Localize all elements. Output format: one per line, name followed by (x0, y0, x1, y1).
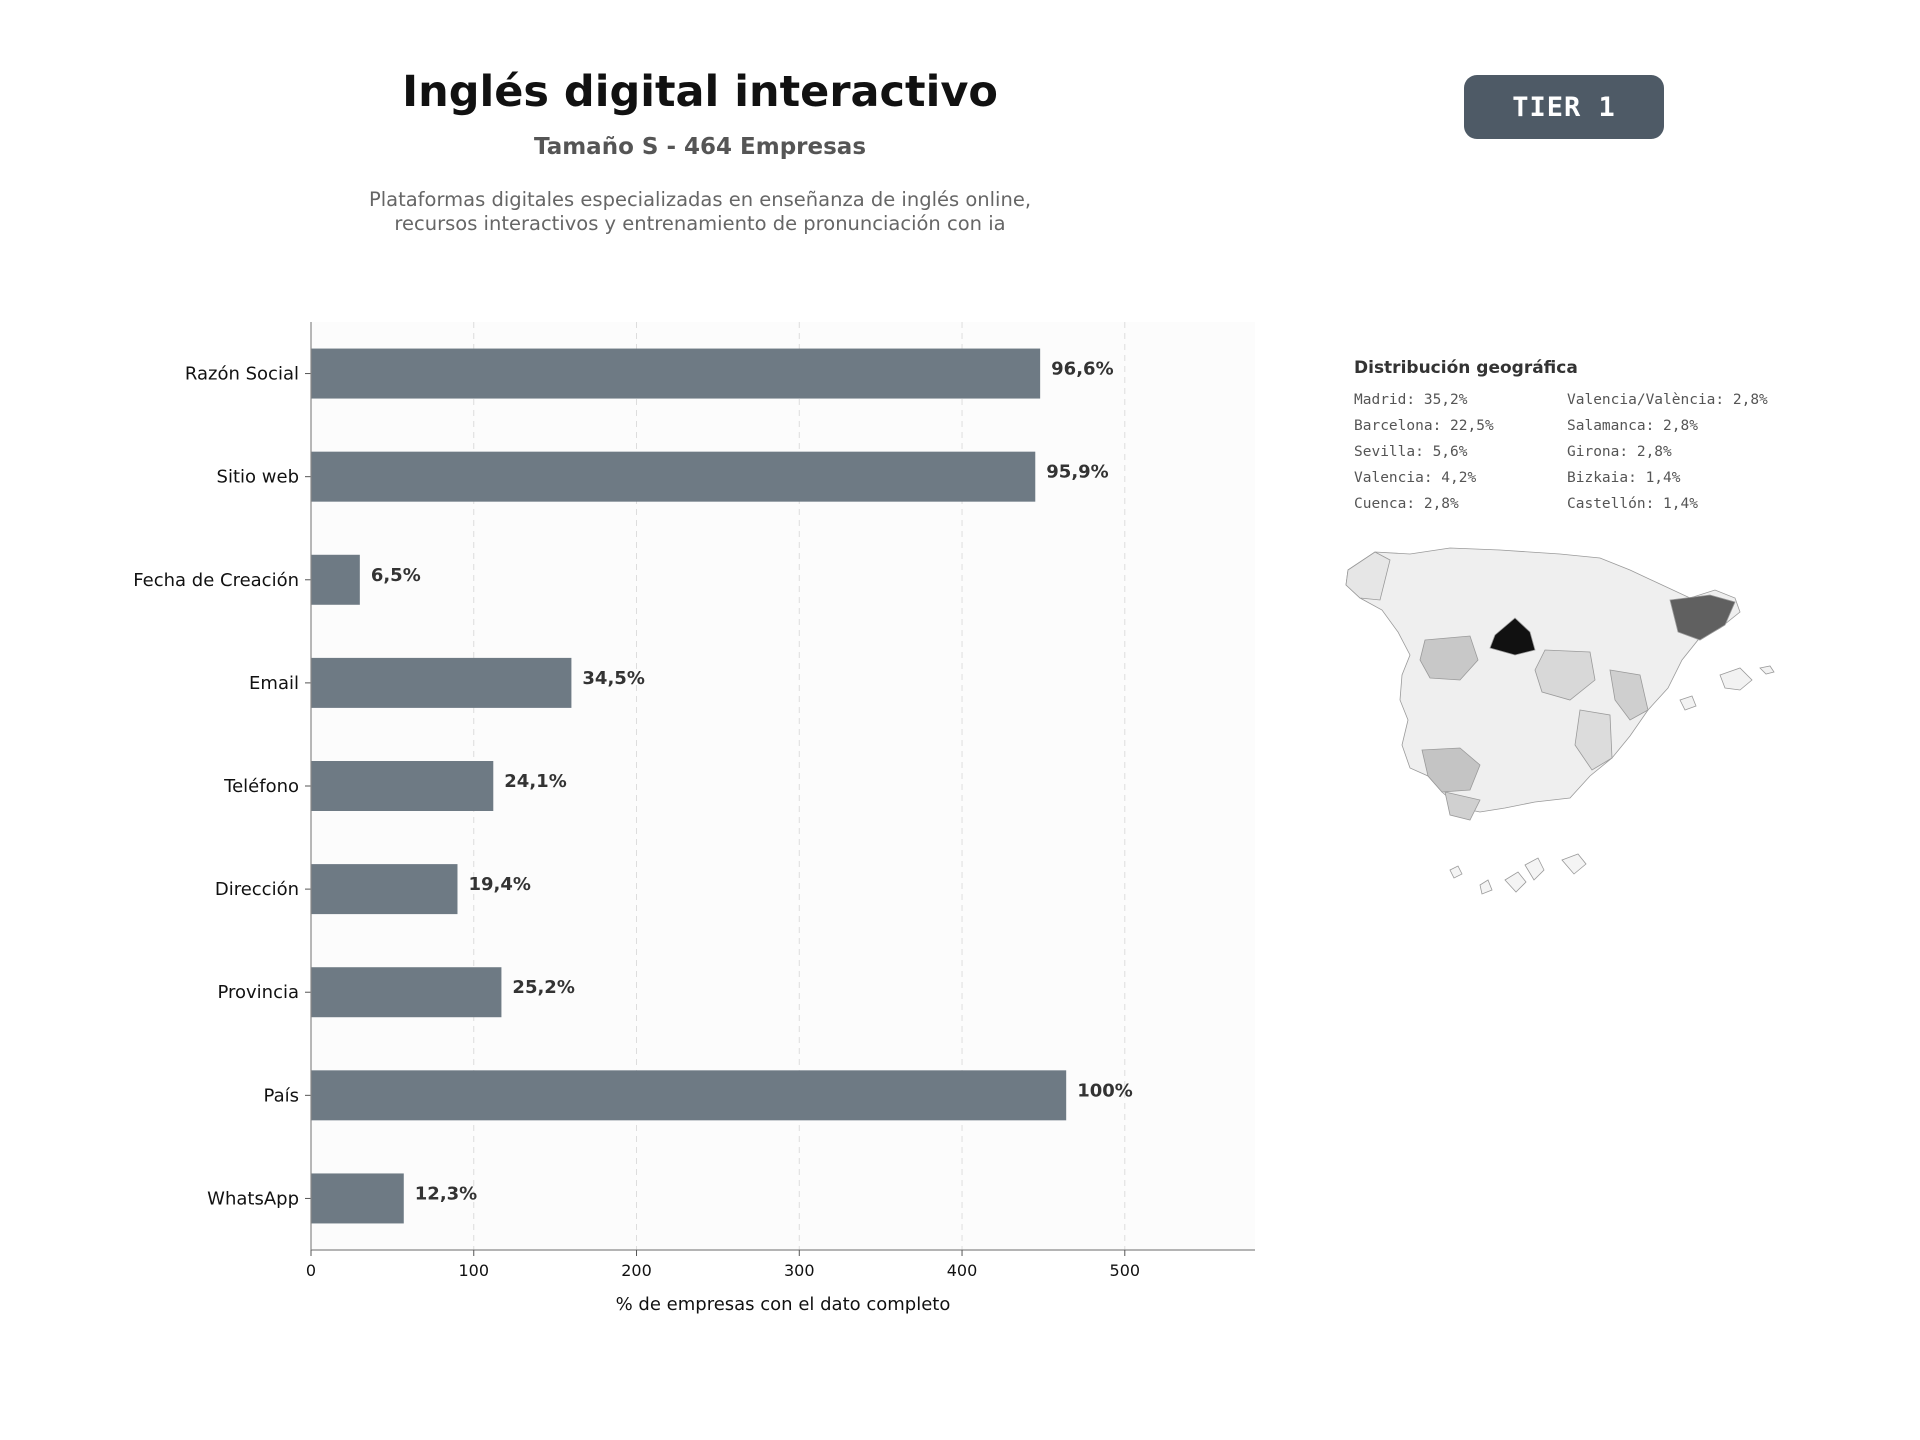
bar (311, 1070, 1067, 1121)
description: Plataformas digitales especializadas en … (300, 188, 1100, 236)
x-tick-label: 300 (784, 1261, 815, 1280)
bar (311, 864, 458, 915)
x-tick-label: 0 (306, 1261, 316, 1280)
bar (311, 657, 572, 708)
geo-item: Castellón: 1,4% (1567, 496, 1698, 512)
data-label: 100% (1077, 1080, 1133, 1101)
tier-badge: TIER 1 (1464, 75, 1664, 139)
bar (311, 554, 360, 605)
y-tick-label: Sitio web (217, 467, 299, 488)
geo-item: Madrid: 35,2% (1354, 392, 1468, 408)
bar (311, 451, 1036, 502)
y-tick-label: Provincia (217, 982, 299, 1003)
data-label: 24,1% (504, 771, 566, 792)
data-label: 12,3% (415, 1183, 477, 1204)
page-title: Inglés digital interactivo (402, 67, 998, 117)
y-tick-label: Teléfono (223, 776, 299, 797)
data-label: 96,6% (1051, 359, 1113, 380)
y-tick-label: Dirección (215, 879, 299, 900)
y-tick-label: Razón Social (185, 364, 299, 385)
geo-distribution-panel: Distribución geográfica Madrid: 35,2% Va… (1354, 358, 1814, 515)
bar (311, 348, 1041, 399)
geo-item: Girona: 2,8% (1567, 444, 1672, 460)
bar-chart: Razón Social 96,6% Sitio web 95,9% Fecha de … (133, 322, 1255, 1315)
geo-title: Distribución geográfica (1354, 358, 1578, 378)
data-label: 25,2% (512, 977, 574, 998)
description-line-1: Plataformas digitales especializadas en … (368, 188, 1032, 211)
bar (311, 1173, 404, 1224)
x-tick-label: 100 (458, 1261, 489, 1280)
geo-item: Barcelona: 22,5% (1354, 418, 1494, 434)
data-label: 6,5% (371, 565, 421, 586)
data-label: 95,9% (1046, 462, 1108, 483)
geo-item: Cuenca: 2,8% (1354, 496, 1459, 512)
y-tick-label: País (264, 1085, 299, 1106)
bar (311, 761, 494, 811)
geo-item: Valencia/València: 2,8% (1567, 392, 1768, 408)
geo-item: Salamanca: 2,8% (1567, 418, 1698, 434)
data-label: 19,4% (468, 874, 530, 895)
bar (311, 967, 502, 1018)
x-axis-label: % de empresas con el dato completo (616, 1294, 951, 1315)
x-tick-label: 200 (621, 1261, 652, 1280)
y-tick-label: Fecha de Creación (133, 570, 299, 591)
geo-item: Sevilla: 5,6% (1354, 444, 1468, 460)
spain-provinces-map-icon (1345, 547, 1775, 895)
data-label: 34,5% (582, 668, 644, 689)
description-line-2: recursos interactivos y entrenamiento de… (394, 212, 1006, 235)
page-subtitle: Tamaño S - 464 Empresas (533, 134, 867, 160)
geo-item: Bizkaia: 1,4% (1567, 470, 1681, 486)
y-tick-label: Email (249, 673, 299, 694)
x-tick-label: 400 (947, 1261, 978, 1280)
header: Inglés digital interactivo Tamaño S - 46… (300, 62, 1100, 236)
x-tick-label: 500 (1110, 1261, 1141, 1280)
geo-item: Valencia: 4,2% (1354, 470, 1477, 486)
y-tick-label: WhatsApp (207, 1188, 299, 1209)
geo-list: Madrid: 35,2% Valencia/València: 2,8% Ba… (1354, 390, 1814, 515)
